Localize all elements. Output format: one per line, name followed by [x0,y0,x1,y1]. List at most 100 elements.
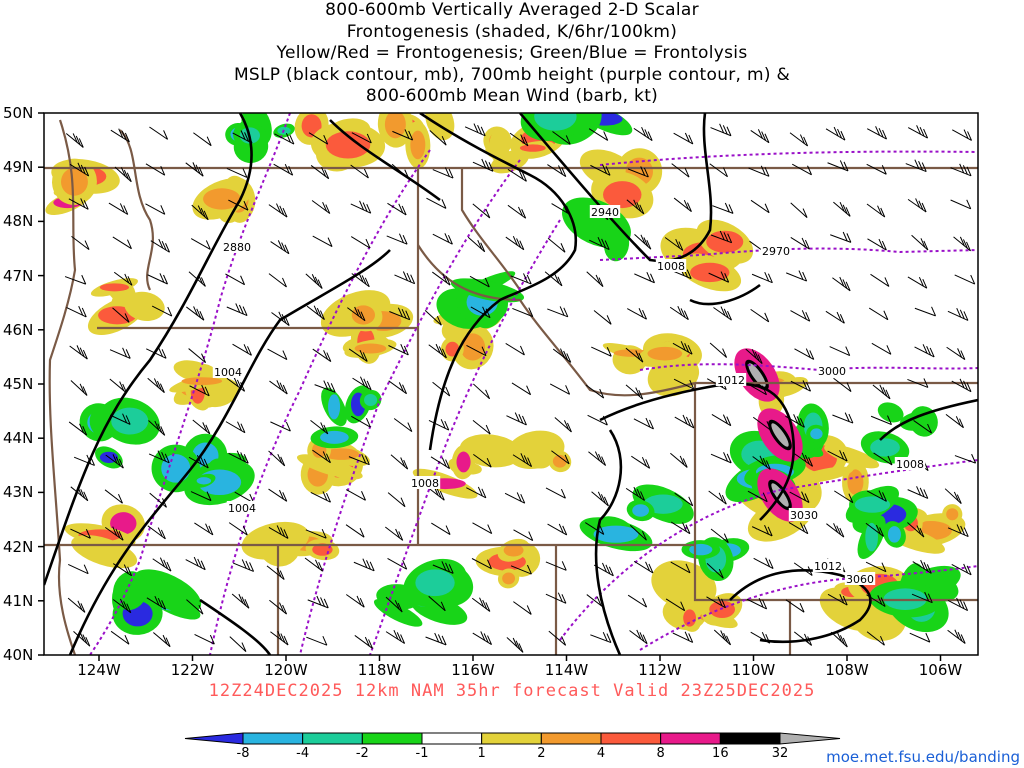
wind-barb [425,632,447,646]
wind-barb [513,529,534,541]
wind-barb [308,132,329,145]
wind-barb [73,454,95,466]
colorbar-cell [779,732,841,745]
colorbar-cell [600,732,662,745]
wind-barb [507,168,527,182]
wind-barb [593,562,614,577]
wind-barb [551,203,571,216]
wind-barb [587,414,608,426]
wind-barb [391,163,410,180]
wind-barb [225,273,246,286]
colorbar-cell [421,732,483,745]
shade-core [552,454,567,468]
wind-barb [952,129,972,141]
contour-label: 1004 [212,365,244,379]
shade-cell [241,521,310,560]
wind-barb [747,383,767,396]
wind-barb [467,236,486,253]
border-line [417,244,696,397]
lon-label: 116W [451,661,495,679]
credit-link[interactable]: moe.met.fsu.edu/banding [826,748,1020,766]
wind-barb [190,238,211,250]
wind-barb [907,486,929,499]
wind-barb [228,522,248,536]
wind-barb [793,631,813,646]
wind-barb [351,415,371,428]
wind-barb [790,310,811,322]
wind-barb [348,348,368,362]
wind-barb [112,563,133,577]
wind-barb [109,378,128,394]
contour-label: 1008 [894,457,926,471]
wind-barb [108,202,129,215]
wind-barb [834,490,854,504]
wind-barb [104,526,124,541]
wind-barb [310,419,329,435]
wind-barb [312,449,331,464]
height-contour [209,149,431,655]
shade-core [203,188,241,210]
title-line-5: 800-600mb Mean Wind (barb, kt) [365,86,659,106]
wind-barb [312,235,333,248]
wind-barb [70,486,89,502]
wind-barb [633,127,653,142]
lon-label: 118W [357,661,402,679]
wind-barb [709,342,728,358]
wind-barb [147,377,165,394]
shade-cell [909,406,938,437]
wind-barb [312,348,332,362]
shade-core [456,451,471,473]
shade-cell [489,128,510,164]
wind-barb [153,632,171,648]
svg-text:2880: 2880 [223,241,251,254]
wind-barb [190,491,212,502]
wind-barb [544,271,563,287]
wind-barb [752,455,771,470]
wind-barb [432,381,451,397]
wind-barb [670,452,688,468]
wind-barb [866,203,886,218]
wind-barb [152,557,172,572]
colorbar-label: 32 [771,746,789,761]
wind-barb [665,598,686,612]
wind-barb [830,631,848,648]
wind-barb [866,631,885,646]
wind-barb [466,486,487,499]
wind-barb [907,198,927,213]
wind-barb [631,455,651,469]
wind-barb [673,132,694,145]
wind-barb [589,236,610,251]
wind-barb [145,163,166,176]
lat-label: 40N [3,646,34,664]
svg-text:2970: 2970 [762,245,790,258]
wind-barb [188,454,209,469]
wind-barb [945,413,964,429]
wind-barb [793,562,813,576]
wind-barb [191,204,209,221]
wind-barb [506,637,524,653]
wind-barb [625,384,644,400]
svg-text:1004: 1004 [214,366,242,379]
wind-barb [825,310,845,324]
contour-label: 2940 [589,205,621,219]
wind-barb [872,384,891,400]
wind-barb [873,452,893,466]
wind-barb [472,631,492,645]
contour-label: 2880 [221,240,253,254]
wind-barb [790,202,808,218]
wind-barb [505,235,525,251]
lat-label: 49N [3,158,34,177]
wind-barb [352,376,372,391]
wind-barb [268,525,289,539]
wind-barb [912,559,932,574]
wind-barb [307,595,329,609]
wind-barb [907,522,925,538]
contour-label: 1012 [715,373,747,387]
mslp-contour [44,113,253,586]
wind-barb [672,341,693,355]
wind-barb [68,564,89,575]
wind-barb [827,593,848,606]
shade-core [60,167,88,196]
wind-barb [907,378,929,388]
wind-barb [112,236,132,250]
